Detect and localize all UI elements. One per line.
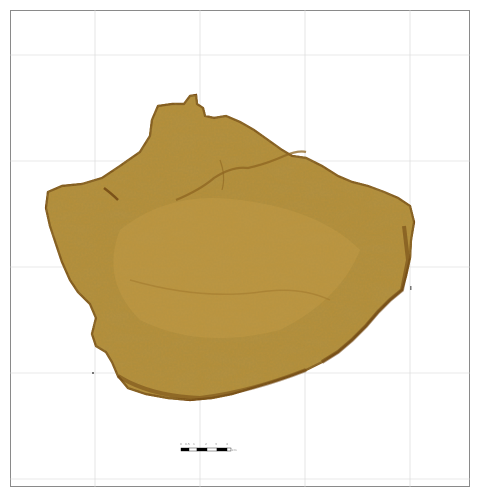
scale-tick-1: 0.5 [185,442,190,446]
scale-tick-3: 2 [205,442,207,446]
point-marker-2 [410,286,412,290]
scale-tick-4: 3 [215,442,217,446]
scale-bar [180,447,232,452]
scale-tick-5: 4 [226,442,228,446]
point-markers [92,286,412,374]
scale-unit: km [232,448,237,452]
terrain-relief [44,93,416,402]
scale-tick-0: 0 [180,442,182,446]
point-marker-1 [92,372,94,374]
scale-tick-2: 1 [193,442,195,446]
